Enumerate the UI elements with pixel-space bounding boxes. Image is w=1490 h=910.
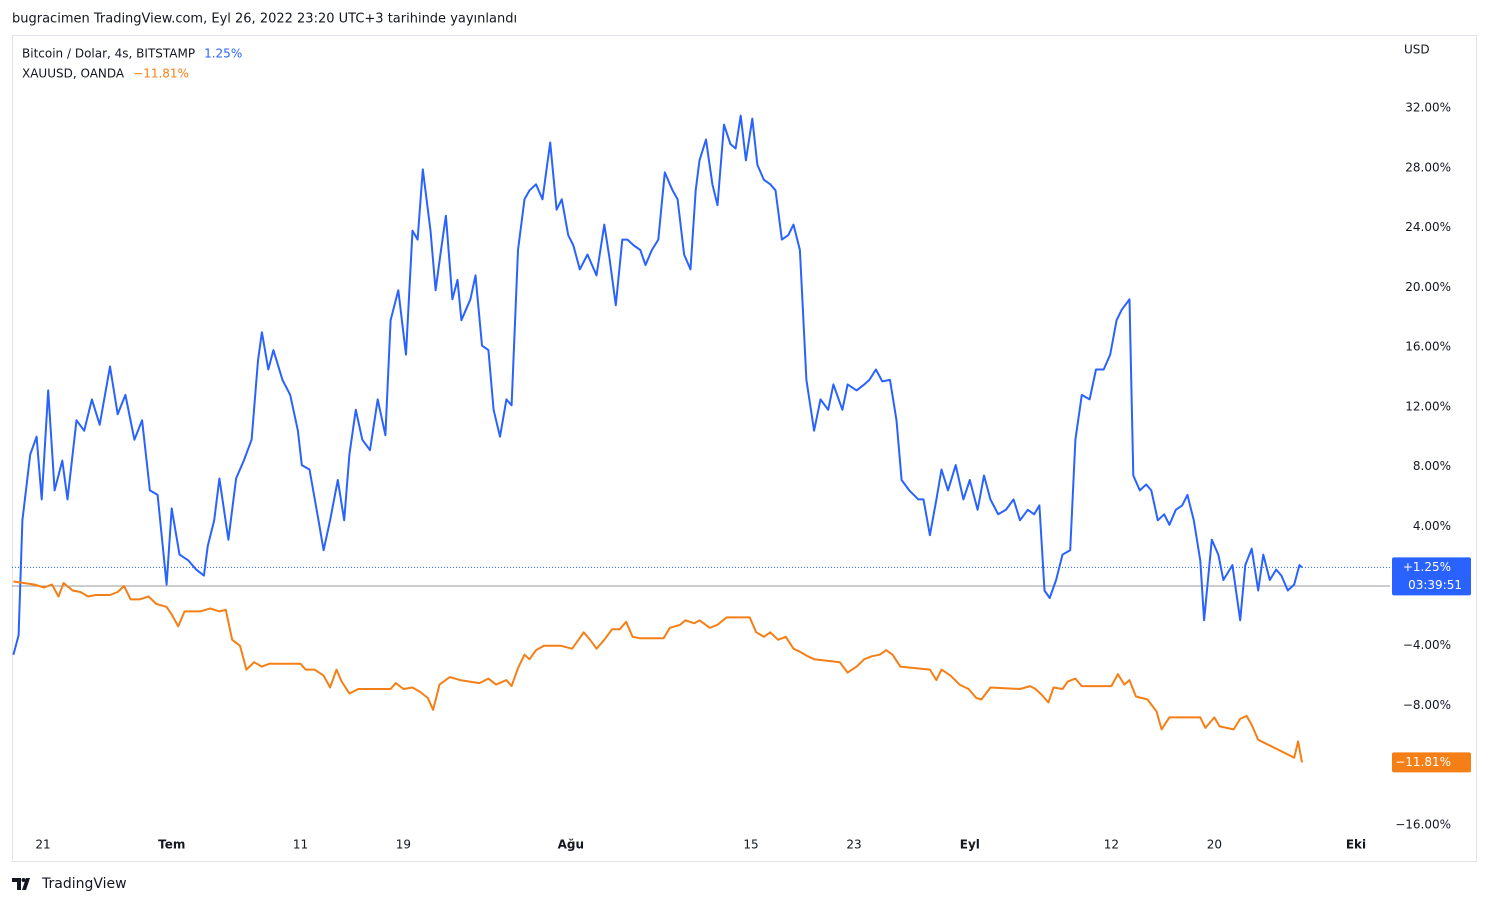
overlay: 21 Tem 11 19 Ağu 15 23 Eyl 12 20 Eki +1.25% 03:39:51…: [22, 47, 1471, 852]
plot: [12, 114, 1390, 763]
last-value-label: +1.25%: [1403, 560, 1451, 574]
y-tick-label: 32.00%: [1405, 101, 1451, 115]
x-tick-label: Eki: [1346, 838, 1366, 852]
frame: [12, 35, 1477, 862]
x-tick-label: 15: [743, 838, 758, 852]
legend-name: Bitcoin / Dolar, 4s, BITSTAMP: [22, 47, 195, 61]
x-tick-label: 20: [1207, 838, 1222, 852]
y-tick-label: 16.00%: [1405, 340, 1451, 354]
series-line: [12, 114, 1303, 655]
logo: [12, 878, 30, 890]
x-tick-label: 21: [35, 838, 50, 852]
y-tick-label: −4.00%: [1403, 638, 1451, 652]
x-tick-label: 11: [293, 838, 308, 852]
legend-change: 1.25%: [204, 47, 242, 61]
series-line: [13, 580, 1303, 763]
legend-name: XAUUSD, OANDA: [22, 67, 125, 81]
y-tick-label: 28.00%: [1405, 160, 1451, 174]
footer: TradingView: [41, 876, 127, 892]
y-tick-label: 12.00%: [1405, 399, 1451, 413]
y-tick-label: −16.00%: [1395, 817, 1451, 831]
y-tick-label: 20.00%: [1405, 280, 1451, 294]
last-value-box: [1392, 557, 1471, 596]
y-tick-label: 24.00%: [1405, 220, 1451, 234]
header: bugracimen TradingView.com, Eyl 26, 2022…: [12, 12, 517, 27]
currency: USD: [1404, 43, 1430, 57]
countdown: 03:39:51: [1408, 578, 1462, 592]
y-tick-label: 8.00%: [1413, 459, 1451, 473]
x-tick-label: Tem: [158, 838, 185, 852]
x-tick-label: 23: [846, 838, 861, 852]
legend-change: −11.81%: [133, 67, 189, 81]
x-tick-label: Eyl: [960, 838, 980, 852]
x-tick-label: Ağu: [558, 838, 584, 852]
price-axis: 32.00% 28.00% 24.00% 20.00% 16.00% 12.00% 8.00…: [1395, 101, 1451, 831]
x-tick-label: 12: [1104, 838, 1119, 852]
last-value-label: −11.81%: [1395, 755, 1451, 769]
last-value-box: [1392, 752, 1471, 773]
x-tick-label: 19: [396, 838, 411, 852]
y-tick-label: −8.00%: [1403, 698, 1451, 712]
y-tick-label: 4.00%: [1413, 519, 1451, 533]
